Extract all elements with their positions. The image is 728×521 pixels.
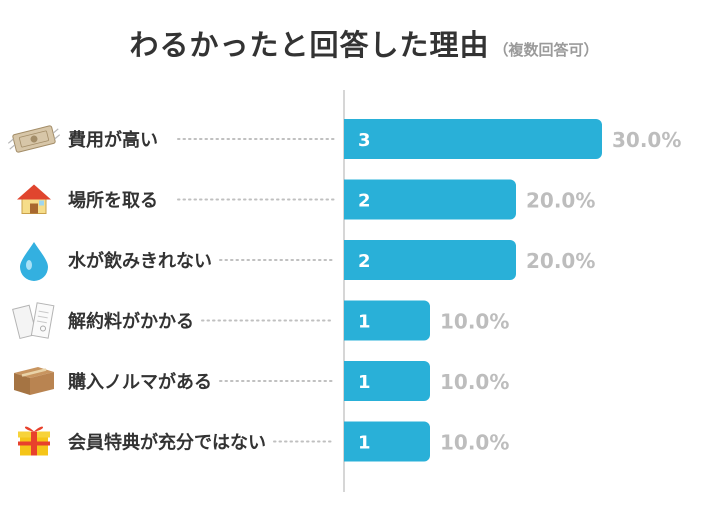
bar [344, 240, 516, 280]
chart-title: わるかったと回答した理由 [129, 28, 490, 62]
bar-value-label: 1 [358, 372, 371, 393]
contract-document-icon [12, 302, 55, 340]
chart-title-block: わるかったと回答した理由 （複数回答可） [0, 22, 728, 64]
category-label: 水が飲みきれない [68, 250, 212, 272]
percent-label: 10.0% [440, 310, 509, 334]
bar [344, 179, 516, 220]
bar-value-label: 3 [358, 130, 371, 151]
bar-value-label: 2 [358, 251, 371, 272]
bar-row: 水が飲みきれない 2 20.0% [20, 240, 595, 281]
bar-row: 解約料がかかる 1 10.0% [12, 300, 509, 341]
percent-label: 10.0% [440, 431, 509, 455]
bar-value-label: 1 [358, 433, 371, 454]
bar [344, 421, 430, 462]
category-label: 場所を取る [68, 191, 158, 212]
gift-box-icon [18, 426, 50, 456]
category-label: 費用が高い [68, 129, 158, 151]
bar-row: 費用が高い 3 30.0% [7, 119, 681, 159]
bar [344, 119, 602, 159]
house-icon [17, 184, 51, 214]
cardboard-box-icon [14, 367, 54, 395]
category-label: 購入ノルマがある [67, 371, 212, 393]
percent-label: 20.0% [526, 249, 595, 273]
category-label: 解約料がかかる [68, 311, 194, 333]
bar [344, 361, 430, 401]
bar [344, 300, 430, 341]
percent-label: 10.0% [440, 370, 509, 394]
percent-label: 30.0% [612, 128, 681, 152]
bar-value-label: 1 [358, 312, 371, 333]
water-drop-icon [20, 242, 48, 281]
bar-row: 購入ノルマがある 1 10.0% [14, 361, 509, 401]
percent-label: 20.0% [526, 189, 595, 213]
chart-subtitle: （複数回答可） [493, 41, 599, 59]
bar-row: 会員特典が充分ではない 1 10.0% [18, 421, 509, 462]
bar-row: 場所を取る 2 20.0% [17, 179, 595, 220]
money-icon [7, 125, 61, 153]
category-label: 会員特典が充分ではない [68, 432, 266, 454]
bar-value-label: 2 [358, 191, 371, 212]
